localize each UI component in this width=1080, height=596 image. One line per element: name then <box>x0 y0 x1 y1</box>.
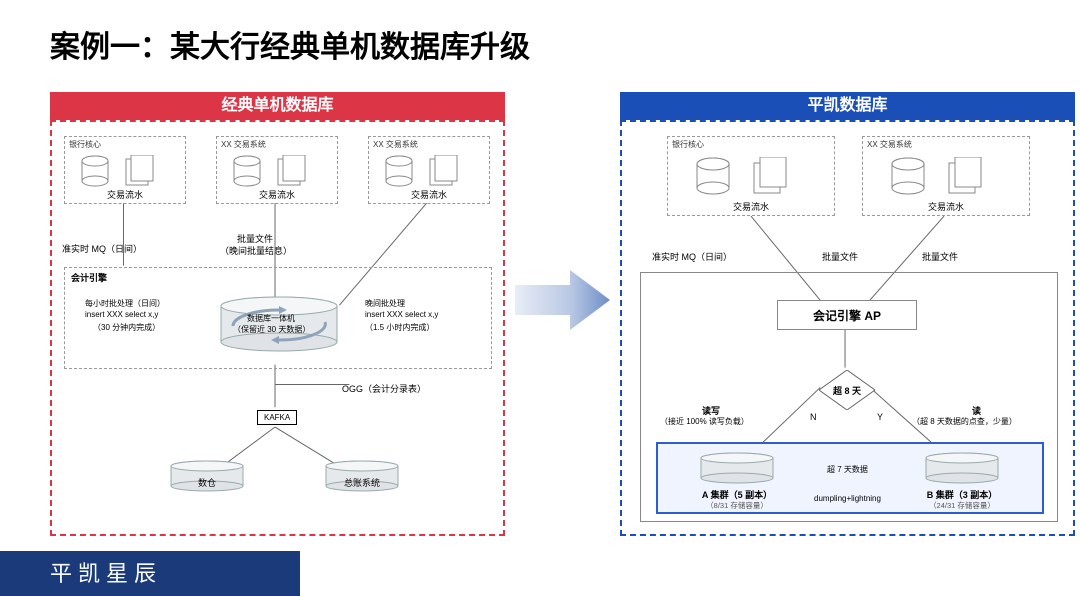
branch-n: N <box>810 412 817 422</box>
src-label: XX 交易系统 <box>373 139 418 150</box>
ae-title: 会计引擎 <box>71 271 107 284</box>
pingkai-panel: 平凯数据库 银行核心 交易 <box>620 92 1075 536</box>
src-xx-1: XX 交易系统 交易流水 <box>216 136 338 204</box>
db-l1: 数据库一体机 <box>247 313 295 324</box>
cluster-b: B 集群（3 副本） （24/31 存储容量） <box>902 452 1022 507</box>
kafka-box: KAFKA <box>257 410 297 425</box>
ae-hourly-3: （30 分钟内完成） <box>93 322 160 333</box>
diamond-text: 超 8 天 <box>819 370 875 410</box>
batch1-label: 批量文件 <box>822 250 858 263</box>
src-label: 银行核心 <box>672 139 704 150</box>
ae-night-2: insert XXX select x,y <box>365 310 438 319</box>
cluster-a: A 集群（5 副本） （8/31 存储容量） <box>677 452 797 507</box>
src-bank-core-r: 银行核心 交易流水 <box>667 136 835 216</box>
ae-night-1: 晚间批处理 <box>365 298 405 309</box>
footer-brand: 平凯星辰 <box>0 551 300 596</box>
accounting-engine-box: 会计引擎 每小时批处理（日间） insert XXX select x,y （3… <box>64 267 492 369</box>
legacy-header: 经典单机数据库 <box>50 92 505 120</box>
decision-diamond: 超 8 天 <box>819 370 875 410</box>
pingkai-header: 平凯数据库 <box>620 92 1075 120</box>
ae-hourly-2: insert XXX select x,y <box>85 310 158 319</box>
datawarehouse: 数仓 <box>147 460 267 515</box>
cluster-b-cap: （24/31 存储容量） <box>902 500 1022 511</box>
ae-night-3: （1.5 小时内完成） <box>365 322 434 333</box>
db-l2: （保留近 30 天数据） <box>233 324 310 335</box>
branch-y: Y <box>877 412 883 422</box>
src-xx-r: XX 交易系统 交易流水 <box>862 136 1030 216</box>
transition-arrow <box>515 270 610 330</box>
src-bottom: 交易流水 <box>217 188 337 201</box>
rw-2: （接近 100% 读写负载） <box>660 416 749 427</box>
over7-label: 超 7 天数据 <box>827 464 868 475</box>
batch2-label: 批量文件 <box>922 250 958 263</box>
dump-label: dumpling+lightning <box>814 494 881 503</box>
ae-hourly-1: 每小时批处理（日间） <box>85 298 165 309</box>
ap-box: 会记引擎 AP <box>777 300 917 330</box>
mq-label: 准实时 MQ（日间） <box>62 242 142 255</box>
ogg-label: OGG（会计分录表） <box>342 382 426 395</box>
slide-title: 案例一：某大行经典单机数据库升级 <box>0 0 1080 66</box>
src-label: XX 交易系统 <box>867 139 912 150</box>
src-bottom: 交易流水 <box>65 188 185 201</box>
mq-label-r: 准实时 MQ（日间） <box>652 250 732 263</box>
src-label: 银行核心 <box>69 139 101 150</box>
legacy-panel: 经典单机数据库 银行核心 <box>50 92 505 536</box>
src-bottom: 交易流水 <box>863 200 1029 213</box>
rd-2: （超 8 天数据的点查，少量） <box>912 416 1017 427</box>
gl-label: 总账系统 <box>302 476 422 489</box>
ds-label: 数仓 <box>147 476 267 489</box>
batchfile-sub: （晚间批量结息） <box>220 244 292 257</box>
src-bottom: 交易流水 <box>369 188 489 201</box>
src-label: XX 交易系统 <box>221 139 266 150</box>
src-bottom: 交易流水 <box>668 200 834 213</box>
src-bank-core: 银行核心 交易流水 <box>64 136 186 204</box>
src-xx-2: XX 交易系统 交易流水 <box>368 136 490 204</box>
general-ledger: 总账系统 <box>302 460 422 515</box>
cluster-a-cap: （8/31 存储容量） <box>677 500 797 511</box>
